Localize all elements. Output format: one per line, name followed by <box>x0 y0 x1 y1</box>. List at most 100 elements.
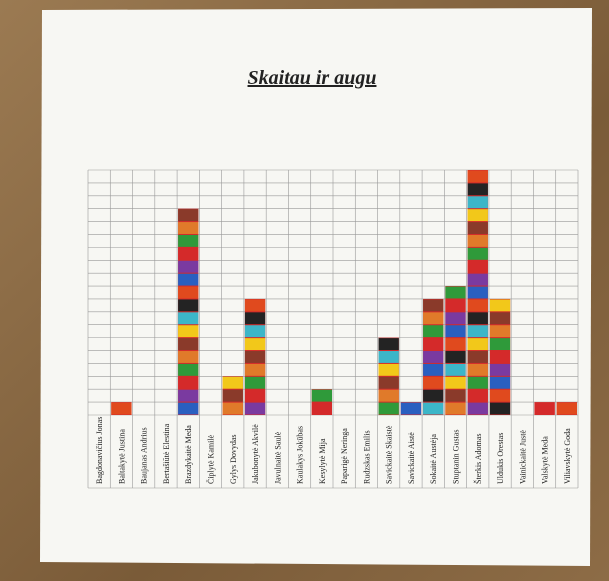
x-tick-label: Kaulakys Jokūbas <box>296 426 305 484</box>
x-tick-label: Stuptanin Gustas <box>452 430 461 484</box>
bar-cell <box>445 312 466 325</box>
bar-cell <box>178 351 199 363</box>
bar-cell <box>178 338 199 351</box>
bar-cell <box>222 389 243 402</box>
bar-cell <box>467 312 488 325</box>
bar-cell <box>489 363 511 376</box>
bar-cell <box>423 363 444 376</box>
bar-cell <box>178 312 199 325</box>
bar-cell <box>178 299 199 312</box>
bar-cell <box>423 312 444 325</box>
bar-cell <box>244 389 266 402</box>
bar-cell <box>178 273 199 286</box>
x-tick-label: Uldukis Orestas <box>496 433 505 484</box>
x-tick-label: Vainickaitė Justė <box>518 430 527 484</box>
x-tick-label: Rudzskas Emilis <box>362 430 371 484</box>
bar-cell <box>178 402 199 415</box>
bar-cell <box>423 376 444 389</box>
bar-cell <box>467 247 488 260</box>
bar-cell <box>534 402 555 415</box>
bar-cell <box>423 325 444 338</box>
bar-cell <box>556 402 577 415</box>
bar-cell <box>244 338 266 351</box>
bar-cell <box>467 325 488 338</box>
bar-cell <box>467 196 488 209</box>
bar-cell <box>178 247 199 260</box>
bar-cell <box>445 299 466 312</box>
bar-cell <box>178 286 199 299</box>
bar-cell <box>467 273 488 286</box>
bar-cell <box>445 351 466 363</box>
bar-cell <box>489 325 511 338</box>
x-tick-label: Brazdykaitė Meda <box>184 425 193 484</box>
bar-cell <box>423 351 444 363</box>
bar-cell <box>445 389 466 402</box>
x-tick-label: Viliavskytė Goda <box>563 428 572 484</box>
bar-cell <box>178 389 199 402</box>
bar-cell <box>467 170 488 183</box>
x-tick-label: Čiplytė Kamilė <box>206 434 216 484</box>
bar-cell <box>423 402 444 415</box>
chart-title: Skaitau ir augu <box>248 67 377 89</box>
bar-cell <box>178 325 199 338</box>
bar-cell <box>445 376 466 389</box>
bar-cell <box>244 312 266 325</box>
bar-cell <box>489 389 511 402</box>
bar-cell <box>467 389 488 402</box>
bar-cell <box>378 363 399 376</box>
bar-cell <box>222 402 243 415</box>
bar-cell <box>467 338 488 351</box>
bar-cell <box>423 299 444 312</box>
bar-cell <box>489 312 511 325</box>
bar-cell <box>445 402 466 415</box>
x-tick-label: Šterkis Adomas <box>474 434 483 484</box>
bar <box>178 208 199 415</box>
x-tick-label: Valskytė Meda <box>541 436 550 484</box>
bar-cell <box>178 209 199 222</box>
bar-cell <box>445 363 466 376</box>
bar-cell <box>467 209 488 222</box>
bar-cell <box>467 222 488 234</box>
bar-cell <box>244 402 266 415</box>
bar-cell <box>244 325 266 338</box>
bar-cell <box>178 363 199 376</box>
bar-cell <box>111 402 132 415</box>
paper <box>40 8 592 566</box>
x-tick-label: Bertašiūtė Elestina <box>162 423 171 484</box>
bar-cell <box>244 299 266 312</box>
bar-cell <box>467 402 488 415</box>
x-tick-label: Savickaitė Aistė <box>407 432 416 484</box>
bar-cell <box>489 402 511 415</box>
bar-cell <box>467 260 488 273</box>
bar-cell <box>445 338 466 351</box>
bar-cell <box>244 363 266 376</box>
x-tick-label: Sokaitė Austėja <box>429 434 438 484</box>
x-tick-label: Baujanas Andrius <box>140 427 149 484</box>
bar-cell <box>467 363 488 376</box>
x-tick-label: Bagdonavičius Jonas <box>95 417 104 484</box>
bar-cell <box>467 351 488 363</box>
bar-cell <box>423 338 444 351</box>
bar-cell <box>244 376 266 389</box>
bar-cell <box>489 338 511 351</box>
bar-cell <box>445 325 466 338</box>
bar-cell <box>311 389 332 402</box>
bar-cell <box>467 234 488 247</box>
bar-cell <box>489 351 511 363</box>
x-tick-label: Savickaitė Skaistė <box>385 425 394 484</box>
x-tick-label: Gylys Dovydas <box>229 434 238 484</box>
bar-cell <box>244 351 266 363</box>
bar-cell <box>378 402 399 415</box>
bar-cell <box>489 299 511 312</box>
bar-cell <box>378 338 399 351</box>
bar-cell <box>489 376 511 389</box>
bar-cell <box>178 234 199 247</box>
bar-cell <box>467 376 488 389</box>
bar-cell <box>400 402 422 415</box>
bar-cell <box>178 222 199 234</box>
bar-cell <box>378 389 399 402</box>
x-tick-label: Baltakytė Justina <box>117 429 126 484</box>
bar-cell <box>311 402 332 415</box>
